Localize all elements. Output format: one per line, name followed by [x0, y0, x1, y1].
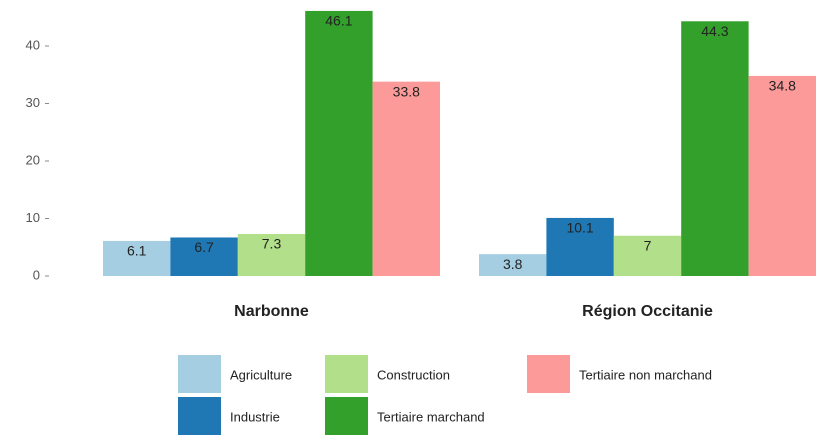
data-label: 33.8	[393, 83, 420, 99]
x-tick-label: Région Occitanie	[582, 303, 713, 320]
bar	[372, 81, 440, 277]
bar	[237, 234, 306, 276]
bar	[103, 240, 171, 276]
data-label: 10.1	[566, 220, 593, 236]
legend-swatch	[325, 355, 368, 393]
bar	[170, 237, 238, 276]
legend-label: Tertiaire non marchand	[579, 367, 712, 382]
legend-swatch	[527, 355, 570, 393]
y-tick-label: 0	[33, 267, 40, 282]
data-label: 46.1	[325, 13, 352, 29]
legend-swatch	[178, 397, 221, 435]
bar	[479, 254, 547, 276]
x-tick-label: Narbonne	[234, 303, 309, 320]
data-label: 34.8	[769, 78, 796, 94]
legend-swatch	[178, 355, 221, 393]
legend-label: Industrie	[230, 409, 280, 424]
legend-label: Tertiaire marchand	[377, 409, 485, 424]
bar	[748, 75, 816, 277]
bar	[546, 217, 614, 276]
data-label: 7	[644, 237, 652, 253]
legend-label: Agriculture	[230, 367, 292, 382]
legend-swatch	[325, 397, 368, 435]
data-label: 7.3	[262, 236, 282, 252]
data-label: 44.3	[701, 23, 728, 39]
y-tick-label: 20	[26, 152, 40, 167]
legend-label: Construction	[377, 367, 450, 382]
bar	[305, 10, 373, 277]
bar	[613, 235, 682, 276]
y-tick-label: 30	[26, 95, 40, 110]
data-label: 6.7	[194, 239, 214, 255]
y-tick-label: 40	[26, 37, 40, 52]
data-label: 6.1	[127, 243, 147, 259]
bar	[681, 21, 749, 277]
data-label: 3.8	[503, 256, 523, 272]
y-tick-label: 10	[26, 210, 40, 225]
